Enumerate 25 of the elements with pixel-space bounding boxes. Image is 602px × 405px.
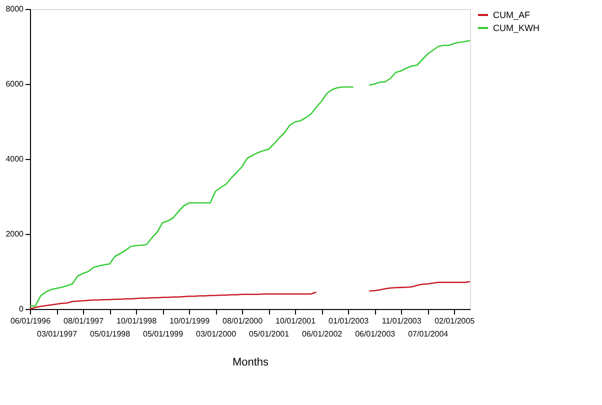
y-tick-label: 4000 [6, 154, 24, 164]
x-tick-label: 03/01/2000 [196, 330, 237, 338]
x-tick-label: 06/01/2002 [302, 330, 343, 338]
x-tick-label: 06/01/1996 [10, 316, 52, 326]
x-tick-label: 08/01/1997 [63, 316, 104, 326]
legend-label: CUM_KWH [493, 23, 540, 33]
x-tick-label: 11/01/2003 [382, 316, 422, 326]
y-tick-label: 6000 [6, 80, 24, 88]
x-tick-label: 10/01/1999 [170, 316, 210, 326]
x-tick-label: 06/01/2003 [355, 330, 396, 338]
x-tick-label: 10/01/1998 [116, 316, 158, 326]
x-tick-label: 05/01/1998 [90, 330, 131, 338]
y-tick-label: 2000 [6, 230, 24, 238]
legend-label: CUM_AF [493, 10, 531, 20]
x-tick-label: 03/01/1997 [36, 330, 78, 338]
x-tick-label: 08/01/2000 [222, 316, 264, 326]
x-tick-label: 05/01/1999 [143, 330, 184, 338]
x-tick-label: 07/01/2004 [408, 330, 449, 338]
x-tick-label: 10/01/2001 [276, 316, 316, 326]
x-axis-title: Months [232, 356, 270, 368]
x-tick-label: 05/01/2001 [249, 330, 290, 338]
y-tick-label: 8000 [6, 4, 24, 14]
x-tick-label: 01/01/2003 [328, 316, 370, 326]
x-tick-label: 02/01/2005 [434, 316, 476, 326]
y-tick-label: 0 [19, 304, 24, 314]
